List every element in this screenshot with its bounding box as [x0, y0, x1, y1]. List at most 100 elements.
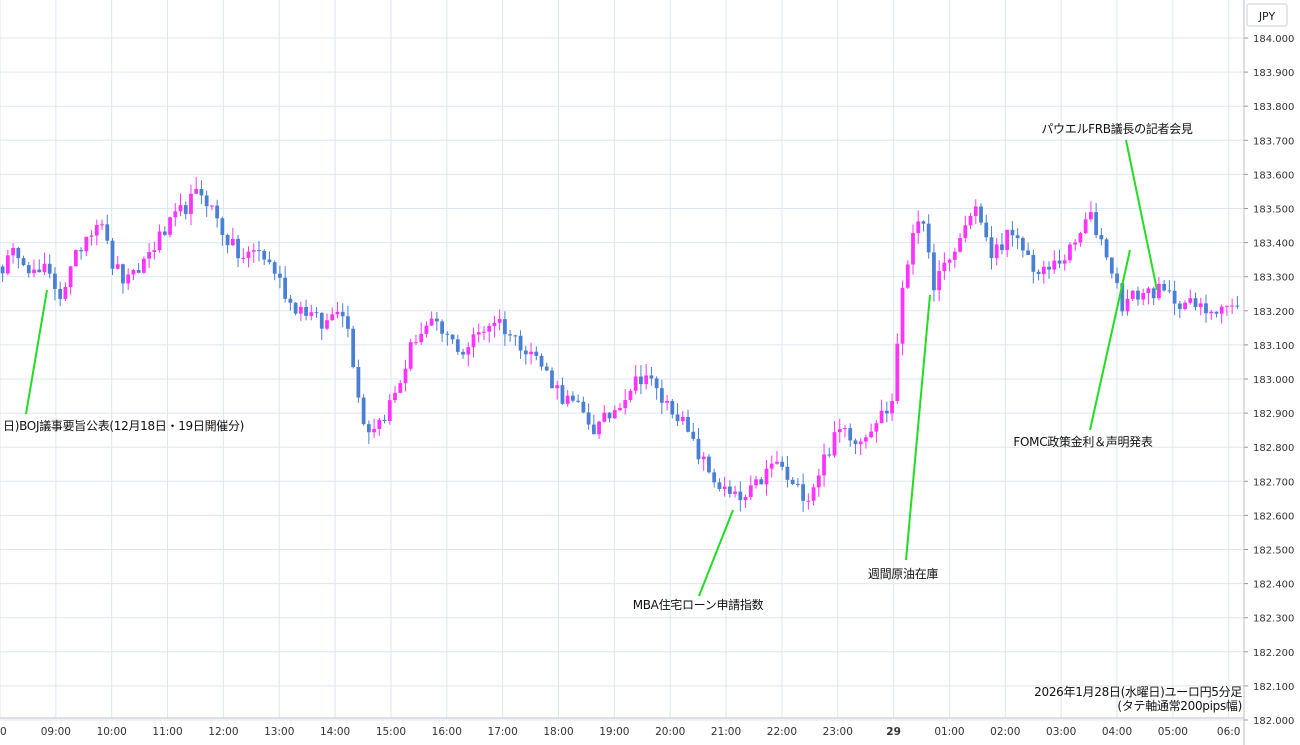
candle-body — [932, 252, 936, 291]
candle-body — [1130, 290, 1135, 299]
candle-body — [513, 335, 518, 337]
annotation-line — [905, 294, 931, 561]
candle-body — [1031, 255, 1036, 272]
y-tick-label: 183.200 — [1253, 307, 1294, 318]
candle-body — [858, 441, 863, 445]
candle-body — [466, 347, 471, 355]
y-tick-label: 182.700 — [1253, 477, 1294, 488]
candle-body — [1062, 260, 1067, 264]
annotation-label: MBA住宅ローン申請指数 — [633, 597, 764, 612]
candle-body — [115, 264, 120, 269]
candle-body — [937, 271, 942, 291]
candle-body — [283, 277, 288, 299]
y-tick-label: 183.300 — [1253, 273, 1294, 284]
annotation-line — [1125, 139, 1158, 291]
candle-body — [1146, 288, 1151, 294]
candle-body — [942, 262, 947, 272]
candle-body — [1083, 219, 1088, 234]
candle-body — [560, 385, 565, 404]
candle-body — [136, 270, 141, 273]
candle-body — [1047, 266, 1051, 270]
candle-body — [571, 395, 575, 401]
candle-body — [84, 236, 89, 252]
candle-body — [37, 269, 42, 273]
candle-body — [576, 400, 581, 402]
candle-body — [801, 484, 806, 501]
annotation-label: 日)BOJ議事要旨公表(12月18日・19日開催分) — [3, 419, 244, 433]
candle-body — [372, 428, 376, 433]
price-axis: 184.000 183.900 183.800 183.700 183.600 183.5… — [1244, 34, 1294, 727]
candle-body — [32, 269, 36, 274]
x-tick-label: 10:00 — [97, 726, 127, 738]
candle-body — [994, 244, 999, 259]
candle-body — [272, 262, 277, 274]
candle-body — [1104, 239, 1109, 258]
candle-body — [534, 351, 539, 356]
candle-body — [550, 370, 554, 389]
candle-body — [1020, 238, 1025, 251]
candle-body — [785, 466, 790, 480]
y-tick-label: 182.400 — [1253, 580, 1294, 591]
candle-body — [204, 195, 209, 207]
candle-body — [853, 440, 858, 445]
candle-body — [215, 205, 220, 219]
candle-body — [764, 468, 769, 485]
candle-body — [377, 419, 382, 429]
candle-body — [58, 288, 63, 299]
candle-body — [403, 368, 408, 384]
candle-body — [1230, 305, 1235, 307]
candle-body — [325, 320, 329, 329]
y-tick-label: 183.400 — [1253, 239, 1294, 250]
candle-body — [340, 311, 345, 317]
x-tick-label: 13:00 — [264, 726, 294, 738]
candle-body — [147, 251, 151, 259]
candle-body — [769, 463, 774, 469]
candle-body — [94, 225, 99, 236]
annotation-label: FOMC政策金利＆声明発表 — [1013, 434, 1152, 449]
candle-body — [602, 412, 607, 422]
candle-body — [1099, 235, 1104, 240]
candle-body — [168, 217, 172, 235]
candle-body — [241, 257, 246, 259]
candle-body — [141, 258, 146, 273]
candle-body — [680, 416, 685, 422]
candle-body — [225, 234, 230, 246]
candle-body — [1068, 244, 1072, 261]
candle-body — [968, 216, 973, 226]
y-tick-label: 183.900 — [1253, 68, 1294, 79]
candle-body — [408, 342, 413, 369]
x-tick-label: 03:00 — [1046, 726, 1076, 738]
candle-body — [434, 318, 439, 322]
candle-body — [455, 339, 460, 352]
candle-body — [1141, 293, 1146, 300]
candle-body — [21, 258, 26, 266]
candle-body — [565, 395, 570, 404]
candle-body — [827, 454, 832, 456]
candle-body — [267, 259, 272, 263]
candle-body — [654, 378, 659, 389]
candle-body — [1177, 303, 1182, 310]
candle-body — [1209, 311, 1214, 314]
x-tick-label: 09:00 — [41, 726, 71, 738]
y-tick-label: 183.600 — [1253, 170, 1294, 181]
candle-body — [675, 414, 680, 422]
candle-body — [1188, 298, 1193, 303]
x-tick-label: 23:00 — [823, 726, 853, 738]
candle-body — [958, 238, 962, 252]
candle-body — [832, 432, 837, 456]
x-tick-label: 18:00 — [543, 726, 573, 738]
candle-body — [701, 456, 706, 460]
candle-body — [278, 273, 282, 278]
y-tick-label: 183.500 — [1253, 205, 1294, 216]
candle-body — [633, 376, 638, 391]
candle-body — [727, 486, 732, 494]
candle-body — [905, 264, 910, 288]
candle-body — [947, 259, 952, 263]
candle-body — [257, 250, 261, 252]
candle-body — [419, 333, 424, 343]
candle-body — [523, 350, 528, 355]
candle-body — [811, 487, 816, 501]
candle-body — [1183, 302, 1187, 310]
candle-body — [1193, 298, 1198, 308]
candle-body — [53, 273, 57, 289]
